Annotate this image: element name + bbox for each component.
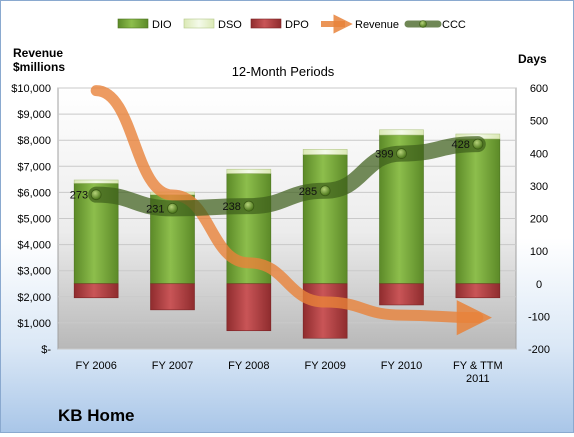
x-tick-label: FY & TTM 2011 xyxy=(453,360,503,385)
bar-dio xyxy=(302,154,348,285)
legend-swatch-ccc-dot xyxy=(419,20,427,28)
bar-dio xyxy=(455,138,501,285)
ccc-point xyxy=(243,200,255,212)
ccc-data-label: 238 xyxy=(222,201,240,213)
ccc-point xyxy=(396,148,407,159)
bar-dso xyxy=(226,168,272,174)
left-tick-label: $3,000 xyxy=(17,266,51,278)
right-tick-label: 100 xyxy=(530,246,548,258)
x-tick-label: FY 2008 xyxy=(228,360,269,372)
bar-dso xyxy=(302,149,348,155)
right-tick-label: -200 xyxy=(528,344,550,356)
legend-label: Revenue xyxy=(355,19,399,31)
right-axis-ticks: -200 -100 0 100 200 300 400 500 600 xyxy=(528,83,550,356)
bar-dpo xyxy=(73,283,119,299)
ccc-point xyxy=(319,185,331,197)
bar-dso xyxy=(73,179,119,184)
left-tick-label: $9,000 xyxy=(17,109,51,121)
ccc-series-line xyxy=(88,136,486,217)
ccc-point xyxy=(90,189,102,201)
right-tick-label: 300 xyxy=(530,181,548,193)
left-tick-label: $7,000 xyxy=(17,161,51,173)
ccc-point xyxy=(472,138,484,150)
revenue-layer xyxy=(90,85,492,336)
ccc-layer: 273 231 238 285 399 428 xyxy=(70,136,486,217)
left-tick-label: $5,000 xyxy=(17,214,51,226)
left-tick-label: $8,000 xyxy=(17,135,51,147)
ccc-data-label: 231 xyxy=(146,203,164,215)
right-axis-label: Days xyxy=(518,52,547,66)
left-tick-label: $1,000 xyxy=(17,318,51,330)
left-axis-label-line1: Revenue xyxy=(13,46,63,60)
right-tick-label: 0 xyxy=(536,279,542,291)
x-tick-label: FY 2007 xyxy=(152,360,193,372)
bar-dpo xyxy=(226,283,272,332)
right-tick-label: 500 xyxy=(530,116,548,128)
left-tick-label: $2,000 xyxy=(17,292,51,304)
right-tick-label: 400 xyxy=(530,148,548,160)
x-axis-ticks: FY 2006 FY 2007 FY 2008 FY 2009 FY 2010 FY & … xyxy=(75,360,502,385)
right-tick-label: 200 xyxy=(530,214,548,226)
chart-title: 12-Month Periods xyxy=(232,64,335,79)
x-tick-label: FY 2006 xyxy=(75,360,116,372)
revenue-series-line xyxy=(90,85,492,336)
ccc-data-label: 273 xyxy=(70,190,88,202)
company-name: KB Home xyxy=(58,406,135,425)
left-axis-ticks: $- $1,000 $2,000 $3,000 $4,000 $5,000 $6,000 $7… xyxy=(11,83,51,356)
legend-swatch-dpo xyxy=(250,18,282,29)
ccc-data-label: 428 xyxy=(451,139,469,151)
legend-label: DIO xyxy=(152,19,172,31)
left-axis-label-line2: $millions xyxy=(13,60,65,74)
ccc-point xyxy=(167,202,178,214)
legend: DIO DSO DPO Revenue CCC xyxy=(117,14,466,34)
legend-label: DSO xyxy=(218,19,242,31)
left-tick-label: $10,000 xyxy=(11,83,51,95)
right-tick-label: 600 xyxy=(530,83,548,95)
x-tick-label: FY 2009 xyxy=(304,360,345,372)
bar-dpo xyxy=(150,283,195,311)
x-tick-label: FY 2010 xyxy=(381,360,422,372)
left-tick-label: $- xyxy=(41,344,51,356)
bar-dpo xyxy=(302,283,348,339)
left-tick-label: $4,000 xyxy=(17,240,51,252)
right-tick-label: -100 xyxy=(528,311,550,323)
ccc-data-label: 399 xyxy=(375,149,393,161)
legend-label: CCC xyxy=(442,19,466,31)
legend-label: DPO xyxy=(285,19,309,31)
legend-swatch-dso xyxy=(183,18,215,29)
bar-dpo xyxy=(455,283,501,299)
legend-swatch-dio xyxy=(117,18,149,29)
ccc-data-label: 285 xyxy=(299,186,317,198)
left-tick-label: $6,000 xyxy=(17,187,51,199)
bar-dpo xyxy=(379,283,424,306)
bar-dso xyxy=(379,129,424,136)
